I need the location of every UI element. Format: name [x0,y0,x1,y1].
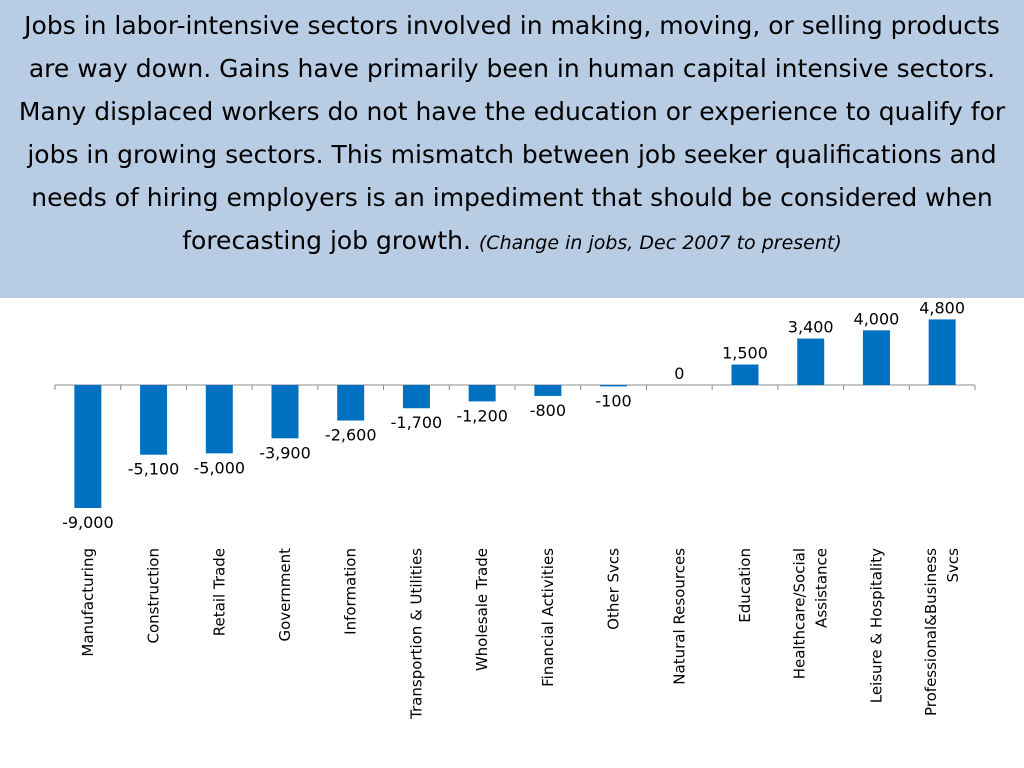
bar [271,385,299,439]
data-label: -1,200 [456,406,508,425]
category-label: Wholesale Trade [473,548,491,671]
bar [337,385,365,421]
category-label: Transportion & Utilities [407,548,425,720]
data-label: -3,900 [259,443,311,462]
category-label: Healthcare/Social Assistance [791,548,831,679]
bar [862,330,890,385]
category-label: Professional&Business Svcs [922,548,962,716]
category-label: Leisure & Hospitality [867,548,885,703]
category-label: Construction [145,548,163,644]
bar [600,385,628,387]
header-banner: Jobs in labor-intensive sectors involved… [0,0,1024,298]
data-label: -100 [595,391,631,410]
bar [797,338,825,385]
bar [468,385,496,402]
data-label: -5,100 [128,460,180,479]
header-note: (Change in jobs, Dec 2007 to present) [478,232,842,254]
bar [140,385,168,455]
category-label: Manufacturing [79,548,97,657]
bar [534,385,562,396]
data-label: -1,700 [391,413,443,432]
category-label: Other Svcs [605,548,623,630]
data-label: -5,000 [193,458,245,477]
bar-chart: -9,000 Manufacturing -5,100 Construction -5,… [54,298,976,720]
bar [74,385,102,508]
category-label: Financial Activities [539,548,557,687]
category-label: Retail Trade [210,548,228,636]
category-label: Education [736,548,754,623]
data-label: -2,600 [325,426,377,445]
bar [731,364,759,385]
category-label: Natural Resources [670,548,688,685]
data-label: 1,500 [722,344,768,363]
bar [205,385,233,454]
header-text: Jobs in labor-intensive sectors involved… [18,11,1006,255]
bar [928,319,956,385]
bar [402,385,430,409]
data-label: 4,800 [919,298,965,317]
data-label: -9,000 [62,513,114,532]
category-label: Government [276,548,294,642]
data-label: -800 [530,401,566,420]
data-label: 3,400 [788,318,834,337]
data-label: 4,000 [854,309,900,328]
data-label: 0 [674,364,684,383]
category-label: Information [342,548,360,635]
